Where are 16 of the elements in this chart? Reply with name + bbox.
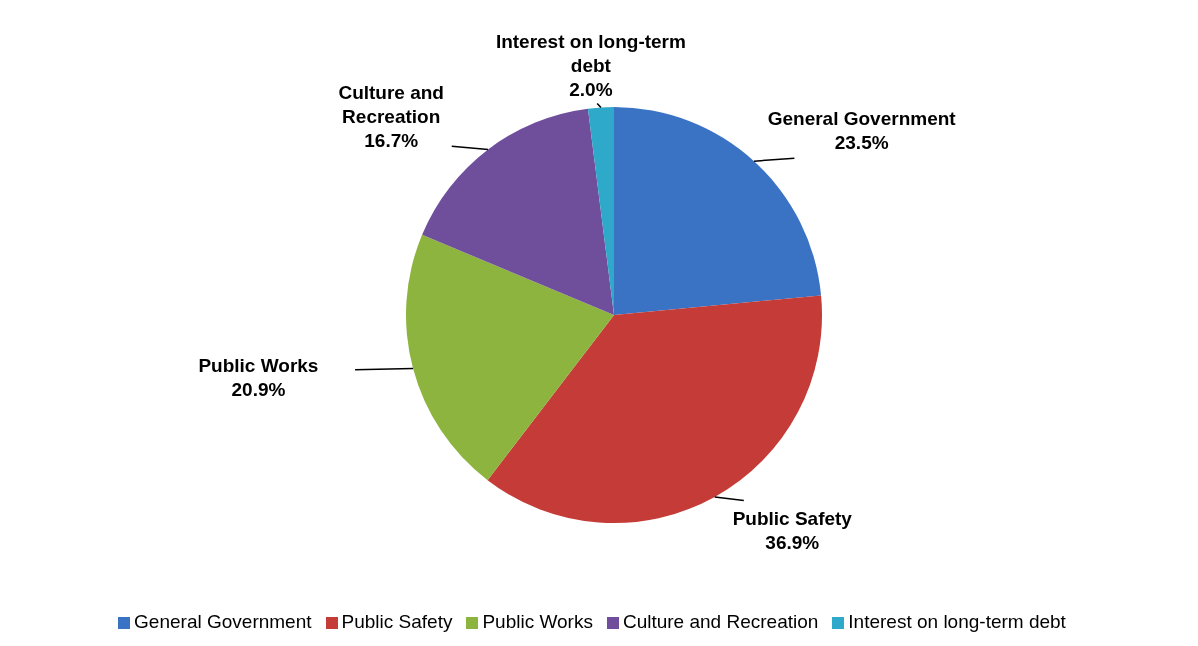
slice-label: Public Safety <box>732 507 853 529</box>
slice-label: General Government <box>767 107 957 129</box>
legend-label: Interest on long-term debt <box>848 611 1066 632</box>
data-label: 20.9% <box>231 378 286 400</box>
legend-label: Public Safety <box>341 611 453 632</box>
data-label: 2.0% <box>569 79 613 101</box>
slice-label: Public Works <box>198 354 319 376</box>
data-label: 36.9% <box>765 531 820 553</box>
pie-slice <box>406 234 614 481</box>
slice-label: Interest on long-term debt <box>495 31 686 77</box>
data-label: 23.5% <box>834 131 889 153</box>
legend-label: Culture and Recreation <box>622 611 819 632</box>
legend-label: Public Works <box>482 611 593 632</box>
slice-label: Culture and Recreation <box>338 81 444 127</box>
data-label: 16.7% <box>364 129 419 151</box>
legend-label: General Government <box>134 611 312 632</box>
